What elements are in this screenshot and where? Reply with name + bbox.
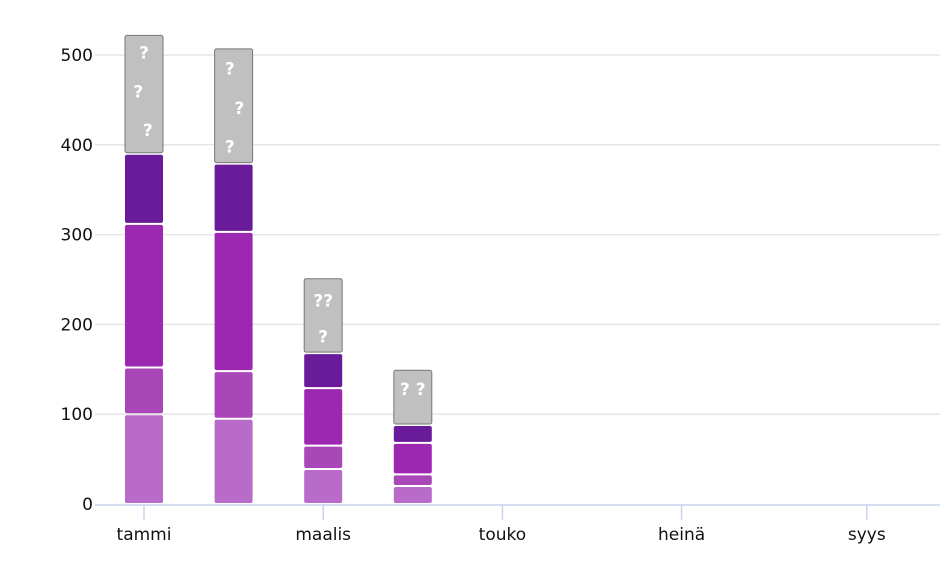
bar-segment bbox=[393, 475, 432, 486]
bar-segment bbox=[214, 164, 253, 231]
y-tick: 300 bbox=[61, 226, 940, 246]
unknown-mark: ? bbox=[225, 60, 235, 80]
x-tick-label: maalis bbox=[295, 525, 351, 545]
y-tick-label: 0 bbox=[82, 495, 93, 515]
x-tick: tammi bbox=[117, 505, 172, 545]
unknown-mark: ? bbox=[318, 328, 328, 348]
bar-segment bbox=[393, 443, 432, 474]
bar-segment bbox=[393, 487, 432, 503]
x-tick: maalis bbox=[295, 505, 351, 545]
bar-segment bbox=[125, 368, 163, 414]
bar-segment bbox=[304, 446, 343, 468]
y-tick-label: 300 bbox=[61, 226, 93, 246]
y-tick-label: 100 bbox=[61, 405, 93, 425]
bar-segment-unknown bbox=[303, 278, 343, 353]
unknown-mark: ? bbox=[143, 121, 153, 141]
bar-segment bbox=[393, 425, 432, 442]
x-tick: heinä bbox=[658, 505, 705, 545]
unknown-mark: ? bbox=[234, 99, 244, 119]
bar-segment bbox=[125, 415, 163, 503]
y-tick: 400 bbox=[61, 136, 940, 156]
bar-segment bbox=[304, 389, 343, 445]
unknown-mark: ? bbox=[139, 43, 149, 63]
bar-segment bbox=[214, 419, 253, 503]
x-tick: syys bbox=[848, 505, 886, 545]
unknown-mark: ?? bbox=[313, 291, 333, 311]
bar-segment bbox=[214, 232, 253, 371]
bar-segment-unknown bbox=[124, 34, 164, 154]
y-tick-label: 200 bbox=[61, 315, 93, 335]
y-tick-label: 500 bbox=[61, 46, 93, 66]
y-tick: 200 bbox=[61, 315, 940, 335]
bar-segment bbox=[125, 154, 163, 223]
y-tick-label: 400 bbox=[61, 136, 93, 156]
y-tick: 0 bbox=[82, 495, 93, 515]
x-tick-label: heinä bbox=[658, 525, 705, 545]
x-tick-label: tammi bbox=[117, 525, 172, 545]
bar-segment bbox=[125, 224, 163, 367]
bar-segment-unknown bbox=[214, 48, 254, 164]
bar-segment-unknown bbox=[393, 369, 433, 425]
x-tick-label: touko bbox=[479, 525, 526, 545]
y-tick: 100 bbox=[61, 405, 940, 425]
x-tick: touko bbox=[479, 505, 526, 545]
y-tick: 500 bbox=[61, 46, 940, 66]
unknown-mark: ? bbox=[225, 137, 235, 157]
x-tick-label: syys bbox=[848, 525, 886, 545]
bar-segment bbox=[304, 469, 343, 503]
unknown-mark: ? ? bbox=[400, 380, 426, 400]
bar-segment bbox=[214, 372, 253, 418]
bar-segment bbox=[304, 354, 343, 388]
unknown-mark: ? bbox=[133, 83, 143, 103]
